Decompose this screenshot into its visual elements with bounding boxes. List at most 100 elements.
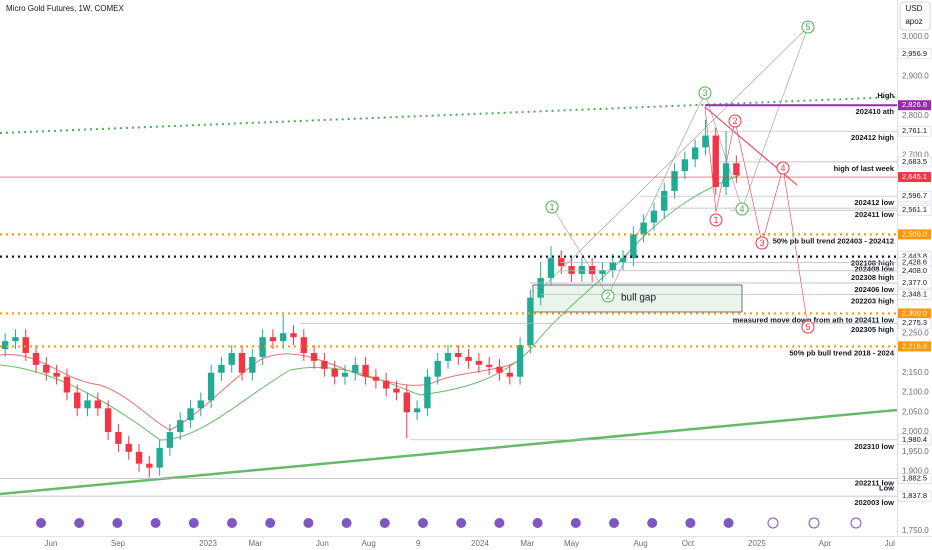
candle-body — [661, 190, 668, 211]
candle-body — [74, 392, 81, 409]
wave-marker — [755, 236, 769, 250]
candle-body — [496, 366, 503, 373]
user: apoz — [905, 17, 922, 26]
wave-marker — [801, 20, 815, 34]
price-tag — [897, 434, 932, 446]
price-tag-label: 2,761.1 — [902, 126, 927, 135]
event-icon — [74, 518, 85, 528]
price-tag — [897, 490, 932, 502]
price-tag — [897, 289, 932, 300]
candle-body — [362, 364, 369, 377]
wave-marker — [776, 161, 790, 175]
candle-body — [393, 388, 400, 393]
level-note: 202108 high — [851, 259, 894, 268]
price-tag-label: 2,956.9 — [902, 49, 927, 58]
wave-label: 4 — [739, 204, 744, 214]
candle-body — [146, 463, 153, 468]
y-tick-label: 2,250.0 — [902, 328, 929, 337]
event-icon — [265, 518, 276, 528]
price-tag — [897, 48, 932, 60]
price-tag-label: 1,837.8 — [902, 491, 927, 500]
event-icon — [570, 518, 581, 528]
price-tag-label: 2,443.8 — [902, 252, 927, 261]
candle-body — [218, 364, 225, 373]
trend-line-bottom — [0, 408, 898, 496]
candle-body — [238, 352, 246, 373]
x-tick-label: 9 — [416, 539, 421, 548]
candle-body — [702, 135, 709, 148]
price-tag-label: 2,826.8 — [902, 100, 927, 109]
candle-body — [599, 269, 606, 274]
level-note: 202406 low — [854, 285, 894, 294]
candle-body — [578, 266, 586, 274]
y-tick-label: 2,000.0 — [902, 427, 929, 436]
candle-body — [125, 443, 132, 452]
level-note: 202411 low — [855, 210, 894, 219]
x-tick-label: May — [564, 539, 579, 548]
event-icon — [36, 518, 46, 528]
x-tick-label: Aug — [362, 539, 376, 548]
candle-body — [619, 258, 627, 263]
level-note: 50% pb bull trend 2018 - 2024 — [789, 348, 894, 357]
candle-body — [43, 364, 50, 373]
candle-body — [280, 333, 287, 342]
price-tag — [897, 277, 932, 289]
y-tick-label: 1,900.0 — [902, 467, 929, 476]
candle-body — [506, 372, 513, 377]
level-note: 202412 low — [854, 198, 894, 207]
candle-body — [207, 372, 215, 401]
x-tick-label: Oct — [682, 539, 695, 548]
wave-label: 2 — [732, 116, 737, 126]
x-tick-label: Apr — [819, 539, 832, 548]
price-tag — [898, 308, 931, 319]
candle-body — [712, 135, 719, 187]
wave-label: 2 — [605, 291, 610, 301]
level-note: 202408 low — [854, 265, 894, 274]
candle-body — [32, 352, 40, 365]
event-icon — [685, 518, 696, 528]
candle-body — [434, 360, 441, 377]
level-badge: Low — [879, 483, 894, 492]
candle-body — [321, 360, 328, 369]
event-icon — [150, 518, 161, 528]
y-tick-label: 2,050.0 — [902, 407, 929, 416]
candle-body — [413, 408, 421, 413]
candle-body — [352, 364, 359, 373]
candle-body — [115, 432, 122, 444]
wave-marker — [709, 213, 723, 227]
currency: USD — [906, 4, 923, 13]
price-tag — [897, 317, 932, 329]
level-note: 202410 ath — [856, 107, 895, 116]
candle-body — [341, 372, 349, 377]
candle-body — [537, 277, 544, 298]
event-icon — [494, 518, 505, 528]
level-note: 202308 high — [851, 273, 894, 282]
level-note: 202003 low — [854, 498, 894, 507]
price-tag-label: 2,275.3 — [902, 318, 927, 327]
candle-body — [558, 258, 565, 267]
level-note: high of last week — [834, 164, 895, 173]
y-tick-label: 2,700.0 — [902, 150, 929, 159]
candle-body — [310, 352, 318, 361]
price-tag — [897, 204, 932, 216]
event-icon — [532, 518, 543, 528]
currency-box[interactable] — [899, 1, 931, 31]
event-icon — [188, 518, 199, 528]
candle-body — [290, 333, 297, 338]
price-tag-label: 2,300.0 — [902, 308, 927, 317]
event-icon — [456, 518, 467, 528]
candle-body — [12, 337, 19, 342]
wave-label: 1 — [549, 202, 554, 212]
candle-body — [424, 376, 431, 409]
price-tag-label: 2,216.6 — [902, 341, 927, 350]
candle-body — [53, 372, 60, 377]
wave-label: 1 — [713, 215, 718, 225]
event-icon — [609, 518, 619, 528]
wave-marker — [735, 202, 749, 216]
annotation: bull gap — [621, 293, 656, 304]
candle-body — [177, 420, 184, 433]
levels: 3,000.0 2,900.0 2,800.0 2,700.0 2,250.0 2,150… — [0, 32, 932, 535]
